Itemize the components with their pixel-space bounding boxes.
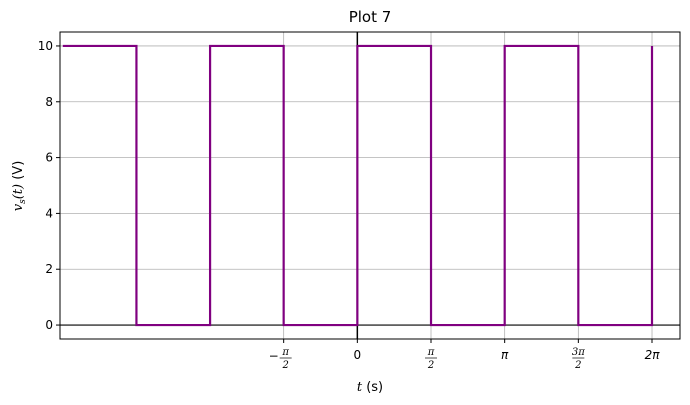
y-tick-label: 8	[45, 95, 53, 109]
y-tick-label: 6	[45, 151, 53, 165]
x-tick-label: π	[501, 348, 509, 362]
x-tick-label-denominator: 2	[281, 360, 288, 371]
x-axis-label: t (s)	[357, 380, 383, 395]
series-group	[62, 44, 654, 327]
series-line	[62, 44, 654, 327]
x-tick-label-numerator: π	[427, 347, 435, 358]
x-tick-label: 0	[354, 348, 362, 362]
chart-title: Plot 7	[349, 8, 392, 26]
y-axis-ticks: 0 2 4 6 8 10	[38, 39, 60, 332]
x-tick-label: 2π	[645, 348, 661, 362]
y-axis-label: vs(t) (V)	[11, 161, 28, 212]
x-tick-label-sign: −	[269, 349, 279, 363]
y-tick-label: 10	[38, 39, 53, 53]
plot-frame	[59, 31, 681, 340]
zero-reference-lines	[60, 32, 680, 339]
x-tick-label-denominator: 2	[574, 360, 581, 371]
y-tick-label: 4	[45, 206, 53, 220]
x-tick-label-numerator: π	[281, 347, 289, 358]
x-tick-label-numerator: 3π	[572, 347, 585, 358]
y-tick-label: 2	[45, 262, 53, 276]
y-tick-label: 0	[45, 318, 53, 332]
x-tick-label-denominator: 2	[427, 360, 434, 371]
grid-lines	[60, 32, 680, 339]
